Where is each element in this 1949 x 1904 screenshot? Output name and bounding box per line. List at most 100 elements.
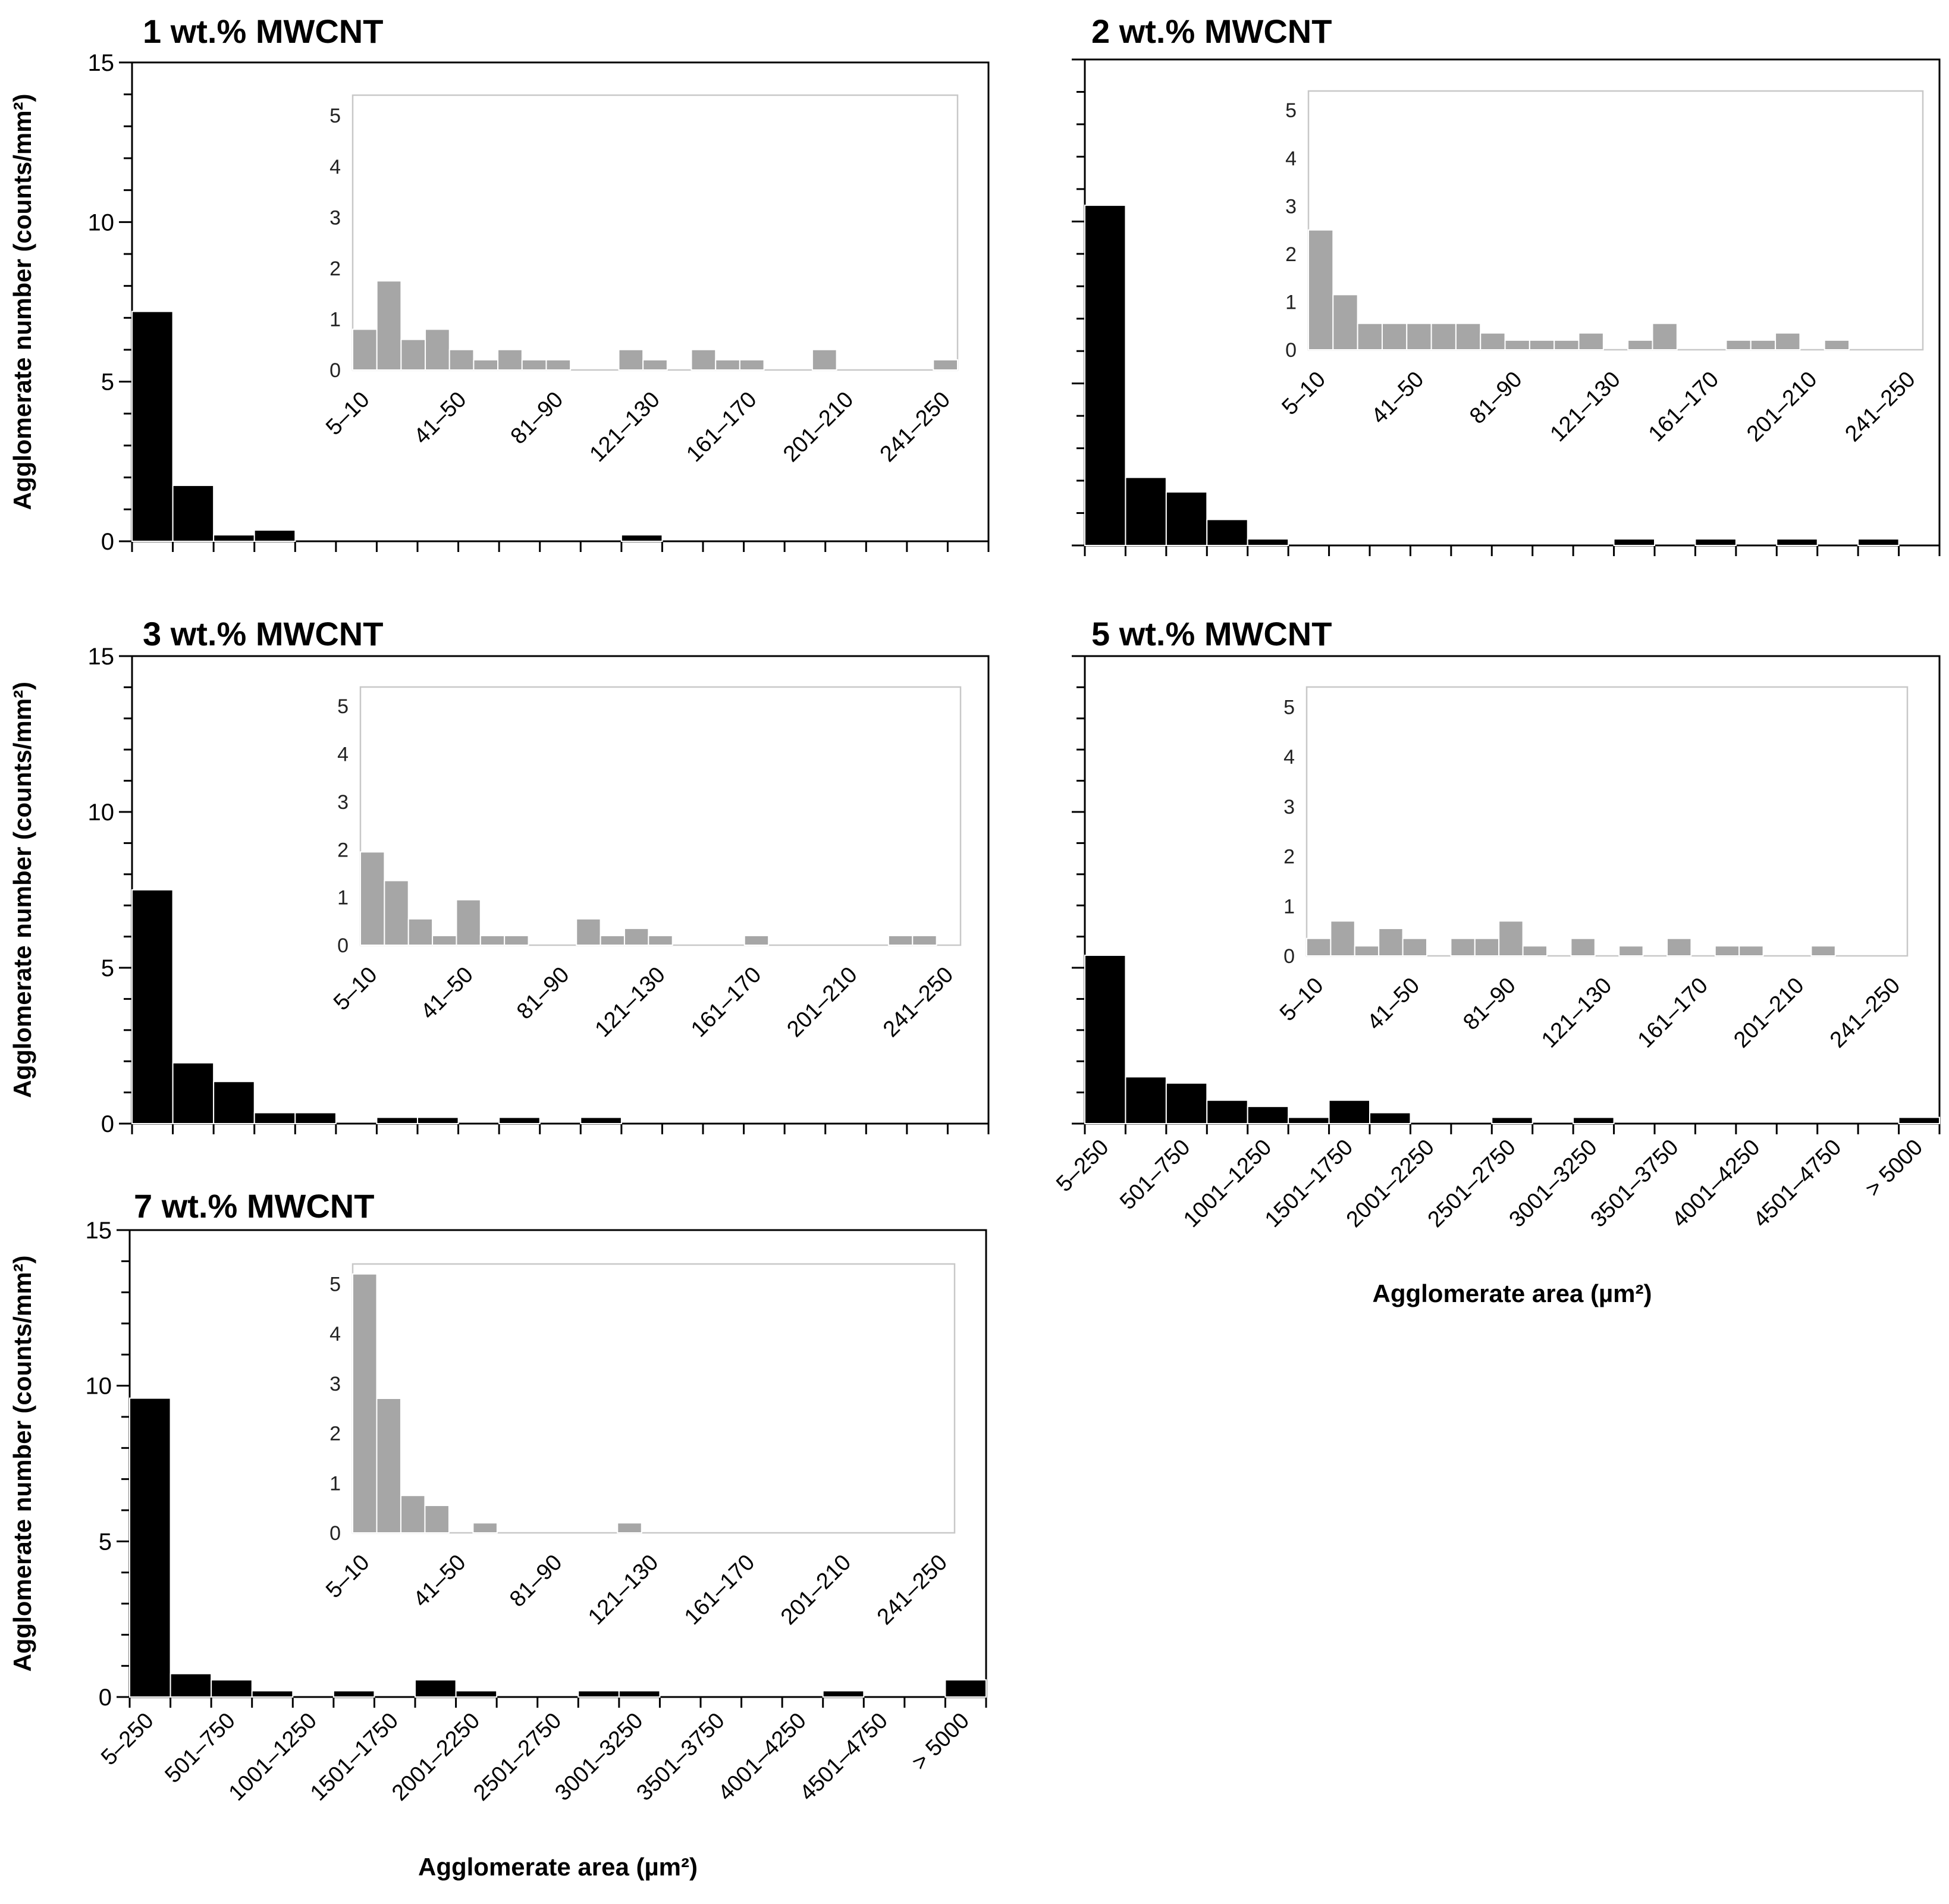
bar: [131, 310, 174, 542]
inset-bar: [1402, 937, 1428, 957]
bar: [944, 1679, 987, 1698]
inset-x-tick-label: 241–250: [875, 387, 955, 467]
inset-y-tick-label: 5: [329, 1273, 341, 1296]
inset-y-tick-label: 0: [1285, 339, 1297, 362]
y-tick-label: 15: [88, 50, 115, 76]
inset-bar: [1725, 339, 1752, 351]
inset-bar: [1504, 339, 1530, 351]
inset-x-tick-label: 121–130: [583, 1550, 663, 1630]
inset-bar: [1578, 332, 1604, 350]
inset-bar: [497, 349, 523, 371]
bar: [1694, 538, 1737, 547]
inset-bar: [1553, 339, 1580, 351]
panel-title: 7 wt.% MWCNT: [134, 1187, 374, 1225]
inset-bar: [473, 359, 499, 371]
inset-bar: [1498, 920, 1524, 956]
inset-bar: [648, 934, 673, 946]
y-tick-label: 10: [86, 1373, 112, 1400]
inset-bar: [400, 1495, 426, 1533]
inset-y-tick-label: 1: [329, 1472, 341, 1495]
bar: [1165, 491, 1208, 547]
y-tick-label: 0: [99, 1685, 112, 1711]
x-tick-label: 1001–1250: [224, 1708, 322, 1806]
inset-x-tick-label: 5–10: [1275, 973, 1328, 1026]
y-tick-label: 0: [101, 529, 114, 555]
x-tick-label: 3501–3750: [1586, 1135, 1683, 1232]
inset-bar: [1430, 322, 1457, 351]
inset-x-tick-label: 5–10: [329, 962, 382, 1015]
x-tick-label: 3001–3250: [1505, 1135, 1602, 1232]
bar: [1125, 476, 1167, 546]
bar: [1165, 1082, 1208, 1125]
inset-x-tick-label: 121–130: [591, 962, 670, 1042]
inset-y-tick-label: 2: [329, 1423, 341, 1445]
inset-y-tick-label: 2: [337, 839, 349, 861]
x-axis-label: Agglomerate area (µm²): [418, 1853, 698, 1881]
y-tick-label: 10: [88, 799, 115, 826]
inset-x-tick-label: 5–10: [321, 387, 374, 440]
inset-bar: [352, 328, 378, 371]
x-tick-label: 2001–2250: [387, 1708, 485, 1806]
x-tick-label: 1501–1750: [1260, 1135, 1358, 1232]
inset-frame: [1307, 90, 1924, 351]
y-tick-label: 5: [101, 955, 114, 981]
inset-y-tick-label: 2: [329, 258, 341, 280]
inset-bar: [1810, 945, 1836, 957]
bar: [294, 1112, 337, 1125]
inset-y-tick-label: 3: [1285, 195, 1297, 218]
inset-bar: [1529, 339, 1555, 351]
inset-bar: [504, 934, 529, 946]
inset-bar: [1354, 945, 1380, 957]
bar: [172, 1062, 215, 1124]
inset-y-tick-label: 4: [329, 156, 341, 178]
bar: [1369, 1112, 1411, 1125]
y-axis-label: Agglomerate number (counts/mm²): [8, 1255, 36, 1671]
inset-x-tick-label: 5–10: [1278, 367, 1330, 420]
inset-x-tick-label: 41–50: [1363, 973, 1424, 1035]
inset-x-tick-label: 161–170: [1644, 367, 1724, 447]
inset-y-tick-label: 5: [329, 105, 341, 127]
x-tick-label: 5–250: [1052, 1135, 1113, 1197]
bar: [1857, 538, 1900, 547]
inset-y-tick-label: 5: [1283, 696, 1295, 719]
inset-bar: [472, 1522, 498, 1534]
inset-frame: [351, 1263, 956, 1534]
inset-y-tick-label: 1: [1285, 291, 1297, 313]
y-tick-label: 5: [101, 369, 114, 396]
inset-x-tick-label: 5–10: [321, 1550, 374, 1603]
inset-x-tick-label: 241–250: [1840, 367, 1920, 447]
inset-bar: [424, 1504, 450, 1533]
bar: [253, 529, 296, 542]
y-axis-label: Agglomerate number (counts/mm²): [8, 682, 36, 1098]
panel-title: 2 wt.% MWCNT: [1091, 12, 1332, 50]
bar: [1247, 1106, 1289, 1125]
inset-y-tick-label: 3: [337, 791, 349, 814]
bar: [1084, 955, 1126, 1125]
bar: [498, 1116, 541, 1125]
inset-bar: [743, 934, 770, 946]
inset-x-tick-label: 201–210: [782, 962, 862, 1042]
bar: [1125, 1076, 1167, 1125]
inset-x-tick-label: 121–130: [585, 387, 665, 467]
inset-bar: [1332, 294, 1358, 350]
inset-bar: [456, 899, 481, 946]
inset-x-tick-label: 161–170: [1633, 973, 1713, 1053]
inset-y-tick-label: 3: [329, 206, 341, 229]
inset-bar: [376, 280, 402, 371]
inset-x-tick-label: 81–90: [1465, 367, 1527, 429]
inset-x-tick-label: 41–50: [1367, 367, 1429, 429]
panel-title: 1 wt.% MWCNT: [143, 12, 383, 50]
inset-bar: [1330, 920, 1355, 956]
inset-bar: [1378, 927, 1404, 957]
inset-x-tick-label: 161–170: [686, 962, 766, 1042]
x-tick-label: > 5000: [1861, 1135, 1928, 1202]
inset-x-tick-label: 161–170: [682, 387, 761, 467]
bar: [332, 1690, 375, 1698]
inset-bar: [715, 359, 740, 371]
bar: [1247, 538, 1289, 547]
bar: [822, 1690, 865, 1698]
bar: [213, 1081, 255, 1125]
